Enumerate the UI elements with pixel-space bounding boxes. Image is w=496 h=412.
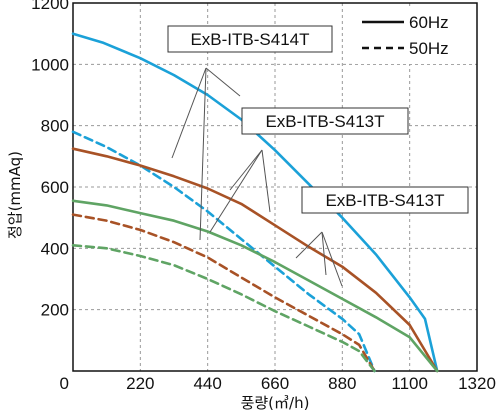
x-tick-label: 880 [328, 374, 356, 393]
series-group [71, 32, 439, 373]
series-line [71, 147, 439, 373]
y-tick-label: 800 [41, 117, 69, 136]
y-tick-label: 400 [41, 239, 69, 258]
x-axis-title: 풍량(㎥/h) [241, 394, 310, 412]
x-tick-label: 440 [193, 374, 221, 393]
series-line [71, 32, 439, 373]
annotation-leader [321, 231, 327, 276]
series-line [71, 199, 439, 373]
annotation-label: ExB-ITB-S413T [325, 191, 444, 210]
x-tick-label: 660 [261, 374, 289, 393]
legend-label: 60Hz [409, 13, 449, 32]
annotations: ExB-ITB-S414T ExB-ITB-S413T ExB-ITB-S413T [167, 25, 469, 287]
annotation-leader [229, 149, 263, 191]
annotation-leader [295, 231, 323, 259]
y-axis-title: 정압(mmAq) [6, 151, 24, 239]
annotation-label: ExB-ITB-S414T [190, 30, 309, 49]
legend-box [355, 6, 475, 64]
series-line [71, 130, 376, 373]
annotation-leader [199, 67, 207, 241]
y-tick-label: 1000 [31, 55, 69, 74]
x-tick-label: 0 [60, 374, 69, 393]
annotation-leader [261, 149, 271, 213]
annotation-leader [205, 67, 241, 97]
y-tick-label: 200 [41, 301, 69, 320]
x-tick-label: 1320 [458, 374, 496, 393]
annotation-leader [321, 231, 343, 287]
x-tick-label: 220 [126, 374, 154, 393]
axis-titles: 풍량(㎥/h) 정압(mmAq) [6, 151, 309, 412]
x-tick-label: 1100 [391, 374, 428, 393]
annotation-label: ExB-ITB-S413T [265, 112, 384, 131]
annotation-leader [171, 67, 207, 159]
annotation-box [241, 107, 409, 135]
annotation-box [167, 25, 333, 53]
annotation-box [301, 186, 469, 214]
y-tick-label: 600 [41, 178, 69, 197]
axes [72, 2, 478, 372]
legend-label: 50Hz [409, 39, 449, 58]
y-tick-label: 1200 [31, 0, 69, 13]
annotation-leader [209, 149, 263, 233]
legend: 60Hz 50Hz [355, 6, 475, 64]
series-line [71, 244, 376, 373]
plot-frame [72, 2, 478, 372]
series-line [71, 213, 376, 373]
tick-labels: 0 220 440 660 880 1100 1320 200 400 600 800 1000 120… [31, 0, 496, 393]
